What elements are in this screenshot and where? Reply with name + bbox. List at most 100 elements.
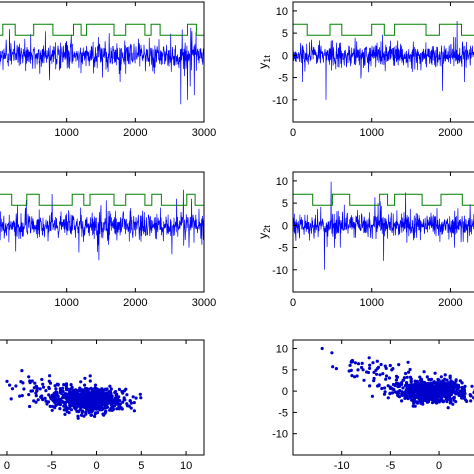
- x-tick-label: 2000: [123, 297, 147, 309]
- scatter-point: [451, 388, 455, 392]
- scatter-point: [418, 375, 422, 379]
- scatter-point: [48, 374, 52, 378]
- scatter-point: [47, 393, 51, 397]
- scatter-point: [372, 370, 376, 374]
- scatter-point: [401, 378, 405, 382]
- scatter-point: [422, 389, 426, 393]
- scatter-point: [384, 377, 388, 381]
- scatter-point: [41, 385, 46, 389]
- y-tick-label: 0: [282, 50, 288, 62]
- scatter-point: [406, 387, 410, 391]
- scatter-point: [443, 387, 447, 391]
- scatter-point: [27, 393, 31, 397]
- scatter-right-plot-area: [320, 346, 474, 410]
- x-tick-label: 3000: [192, 297, 216, 309]
- scatter-point: [84, 399, 88, 403]
- scatter-point: [398, 389, 402, 393]
- x-tick-label: 1000: [54, 127, 78, 139]
- scatter-point: [429, 391, 433, 396]
- scatter-point: [383, 386, 387, 390]
- scatter-point: [47, 379, 51, 383]
- scatter-point: [89, 413, 94, 417]
- x-tick-label: 10: [180, 460, 192, 472]
- scatter-point: [41, 382, 45, 386]
- y-axis-label: y2t: [256, 225, 272, 239]
- scatter-point: [94, 395, 98, 400]
- scatter-point: [425, 392, 429, 396]
- scatter-point: [463, 391, 467, 395]
- scatter-point: [68, 390, 72, 394]
- scatter-point: [470, 384, 474, 388]
- scatter-point: [125, 393, 129, 397]
- scatter-point: [386, 396, 390, 400]
- scatter-point: [378, 373, 382, 377]
- scatter-point: [391, 367, 395, 371]
- scatter-point: [427, 397, 431, 401]
- series-1-left-plot-area: [0, 23, 204, 105]
- signal-series-line: [293, 20, 474, 100]
- scatter-point: [84, 388, 88, 392]
- y-tick-label: 0: [282, 386, 288, 398]
- y-tick-label: -5: [278, 407, 288, 419]
- scatter-point: [330, 351, 334, 355]
- scatter-point: [435, 387, 439, 391]
- scatter-point: [5, 379, 9, 383]
- scatter-point: [69, 383, 73, 387]
- axes-frame: [292, 1, 474, 123]
- y-tick-label: 5: [282, 365, 288, 377]
- scatter-point: [58, 390, 62, 394]
- scatter-point: [452, 385, 456, 389]
- scatter-point: [448, 397, 453, 401]
- scatter-point: [110, 405, 114, 409]
- scatter-point: [440, 387, 444, 391]
- scatter-point: [406, 360, 410, 364]
- x-tick-label: 1000: [54, 297, 78, 309]
- scatter-point: [102, 392, 106, 396]
- scatter-point: [468, 393, 472, 397]
- x-tick-label: 0: [4, 460, 10, 472]
- scatter-point: [43, 396, 47, 400]
- scatter-point: [409, 388, 413, 392]
- scatter-point: [54, 403, 58, 408]
- scatter-point: [78, 408, 82, 412]
- scatter-point: [375, 367, 379, 371]
- x-tick-label: 0: [436, 460, 442, 472]
- scatter-point: [441, 382, 445, 386]
- scatter-point: [402, 376, 406, 380]
- scatter-point: [76, 414, 80, 418]
- scatter-point: [29, 389, 33, 393]
- scatter-point: [49, 397, 53, 401]
- scatter-point: [75, 388, 79, 393]
- scatter-point: [139, 396, 143, 400]
- scatter-point: [86, 404, 90, 408]
- signal-series-line: [293, 181, 474, 270]
- scatter-point: [105, 396, 109, 400]
- scatter-point: [451, 402, 455, 406]
- scatter-point: [53, 384, 57, 388]
- scatter-point: [383, 390, 387, 394]
- scatter-point: [132, 401, 136, 405]
- scatter-point: [30, 379, 34, 383]
- scatter-point: [116, 402, 120, 406]
- scatter-point: [423, 384, 427, 389]
- scatter-point: [360, 365, 364, 370]
- x-tick-label: 3000: [192, 127, 216, 139]
- scatter-point: [44, 399, 48, 403]
- scatter-point: [429, 395, 433, 399]
- scatter-point: [111, 399, 115, 403]
- scatter-point: [440, 392, 444, 396]
- scatter-point: [47, 386, 51, 391]
- scatter-point: [33, 381, 37, 385]
- scatter-point: [448, 376, 452, 380]
- scatter-point: [115, 396, 119, 400]
- scatter-point: [108, 384, 112, 388]
- scatter-point: [445, 399, 449, 404]
- scatter-point: [444, 389, 448, 394]
- series-1-right-plot-area: [293, 20, 474, 100]
- scatter-point: [104, 410, 108, 414]
- scatter-point: [448, 388, 452, 392]
- scatter-point: [395, 375, 400, 379]
- scatter-point: [420, 394, 424, 398]
- scatter-point: [405, 375, 409, 379]
- scatter-point: [454, 400, 458, 404]
